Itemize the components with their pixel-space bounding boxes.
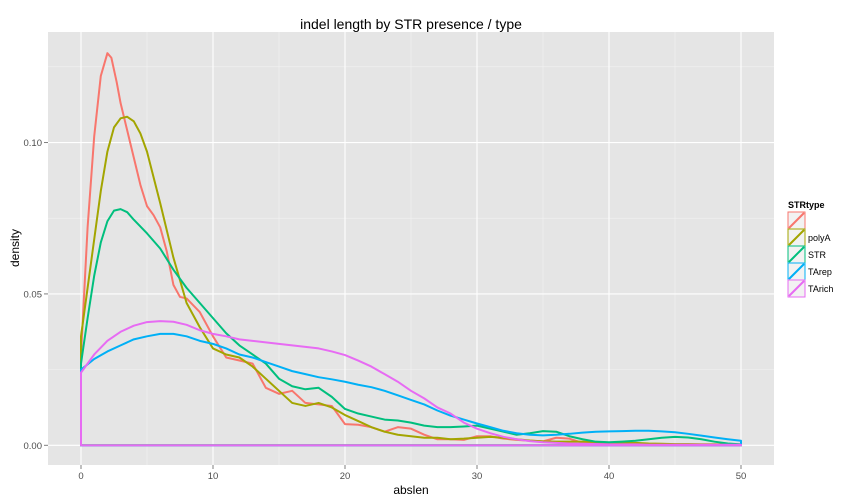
legend-swatch-line	[788, 246, 805, 263]
legend: STRtype polyA STR TArep TArich	[787, 200, 833, 298]
y-tick-label: 0.00	[24, 441, 43, 452]
axes: 0 10 20 30 40 50 0.00 0.05 0.10	[24, 138, 747, 482]
legend-swatch-line	[788, 280, 805, 297]
legend-key-str: STR	[787, 245, 827, 264]
x-tick-label: 0	[78, 471, 83, 482]
legend-swatch-line	[788, 263, 805, 280]
legend-swatch-line	[788, 212, 805, 229]
x-axis-title: abslen	[393, 483, 428, 497]
series-line-tarep	[80, 332, 742, 447]
legend-label: polyA	[808, 233, 831, 243]
legend-swatch-line	[788, 229, 805, 246]
series-line-polya	[80, 115, 742, 447]
x-tick-label: 30	[472, 471, 483, 482]
legend-label: TArep	[808, 267, 832, 277]
legend-label: STR	[808, 250, 827, 260]
x-tick-label: 10	[208, 471, 219, 482]
series-line-tarich	[80, 320, 742, 447]
x-tick-label: 50	[736, 471, 747, 482]
legend-key-polya: polyA	[787, 228, 831, 247]
legend-label: TArich	[808, 284, 833, 294]
y-axis-title: density	[8, 229, 22, 267]
chart-title: indel length by STR presence / type	[300, 16, 522, 32]
y-tick-label: 0.05	[24, 289, 43, 300]
legend-key-tarich: TArich	[787, 279, 833, 298]
x-tick-label: 40	[604, 471, 615, 482]
legend-key-tarep: TArep	[787, 262, 832, 281]
series-line-str	[80, 208, 742, 447]
legend-title: STRtype	[788, 200, 825, 210]
series-lines	[80, 52, 742, 447]
x-tick-label: 20	[340, 471, 351, 482]
legend-key-unnamed	[787, 211, 806, 230]
y-tick-label: 0.10	[24, 138, 43, 149]
